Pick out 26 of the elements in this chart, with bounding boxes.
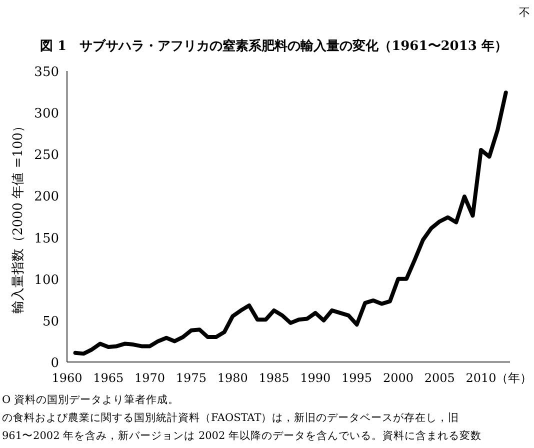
annotation: O 資料の国別データより筆者作成。 bbox=[2, 394, 179, 406]
title: 図 1 サブサハラ・アフリカの窒素系肥料の輸入量の変化（1961〜2013 年） bbox=[40, 39, 508, 54]
xtick: 2010 bbox=[466, 371, 496, 385]
ytick: 0 bbox=[50, 356, 59, 371]
xtick: 1975 bbox=[176, 371, 206, 385]
ytick: 350 bbox=[34, 65, 59, 80]
ytick: 300 bbox=[34, 106, 59, 122]
xtick: 1990 bbox=[300, 371, 331, 385]
xlabel: （年） bbox=[496, 371, 532, 385]
annotation: 不 bbox=[519, 6, 530, 19]
ytick: 50 bbox=[42, 314, 59, 330]
ytick: 150 bbox=[34, 231, 59, 246]
ytick: 200 bbox=[34, 190, 59, 205]
xtick: 1985 bbox=[258, 371, 290, 385]
xtick: 1980 bbox=[217, 371, 248, 385]
annotation: 961〜2002 年を含み，新バージョンは 2002 年以降のデータを含んでいる。資料に含まれる変数 bbox=[2, 430, 482, 442]
xtick: 1995 bbox=[342, 371, 372, 385]
ylabel: 輸入量指数（2000 年値 =100） bbox=[11, 119, 26, 314]
ytick: 100 bbox=[34, 272, 59, 288]
xtick: 1965 bbox=[93, 371, 124, 385]
xtick: 2005 bbox=[424, 371, 455, 385]
xtick: 2000 bbox=[382, 371, 414, 385]
xtick: 1970 bbox=[134, 371, 166, 385]
xtick: 1960 bbox=[52, 371, 82, 385]
annotation: の食料および農業に関する国別統計資料（FAOSTAT）は，新旧のデータベースが存在し，旧 bbox=[2, 412, 460, 424]
ytick: 250 bbox=[34, 148, 59, 164]
